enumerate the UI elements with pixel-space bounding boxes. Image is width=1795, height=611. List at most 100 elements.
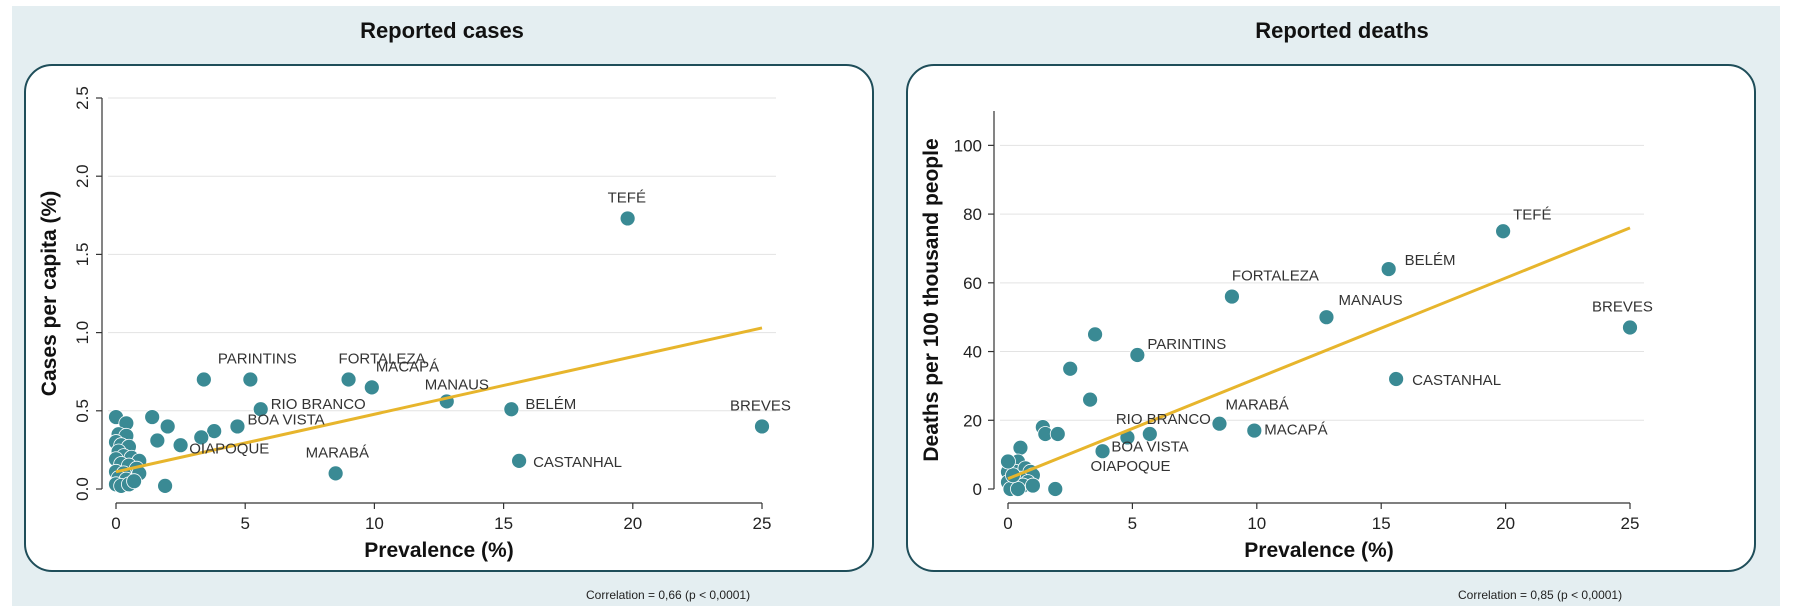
deaths-scatter-plot: 0 20 40 60 80 100 0 5 10 15 20 25 Prevalence (%) Deat…: [920, 111, 1653, 562]
data-point: [619, 210, 636, 227]
y-tick-label: 2.0: [73, 164, 92, 188]
data-point: [159, 418, 176, 435]
data-point: [144, 409, 161, 425]
data-point: [1000, 453, 1016, 470]
x-tick-label: 15: [494, 514, 513, 533]
data-point: [242, 371, 259, 388]
y-tick-label: 0.5: [73, 399, 92, 423]
data-point: [1049, 426, 1066, 442]
data-point: [149, 432, 166, 449]
point-label: TEFÉ: [608, 189, 646, 206]
chart-title-deaths: Reported deaths: [1255, 18, 1429, 43]
data-point: [1087, 326, 1103, 343]
point-label: MANAUS: [1338, 292, 1402, 309]
data-point: [1380, 261, 1397, 277]
data-point: [1047, 481, 1064, 497]
point-label: OIAPOQUE: [189, 440, 269, 457]
y-tick-label: 1.5: [73, 243, 92, 267]
point-label: MACAPÁ: [376, 358, 439, 375]
x-tick-label: 25: [753, 514, 772, 533]
point-label: MACAPÁ: [1264, 422, 1327, 439]
data-point: [126, 473, 142, 490]
y-tick-label: 80: [963, 205, 982, 224]
chart-panel-cases: 0.0 0.5 1.0 1.5 2.0 2.5 0 5 10 15 20 25 Prevalence (…: [24, 64, 874, 572]
x-tick-label: 20: [623, 514, 642, 533]
data-point: [1495, 223, 1512, 240]
data-point: [1211, 415, 1228, 432]
x-tick-label: 10: [365, 514, 384, 533]
data-point: [1129, 347, 1146, 363]
x-tick-label: 15: [1372, 514, 1391, 533]
y-axis-title: Cases per capita (%): [38, 191, 61, 396]
data-point: [340, 371, 357, 388]
data-point: [1224, 288, 1240, 305]
y-tick-label: 100: [954, 136, 982, 155]
data-point: [252, 401, 269, 418]
data-point: [327, 465, 344, 482]
data-point: [1082, 391, 1099, 408]
data-point: [206, 423, 223, 440]
data-point: [1141, 426, 1158, 442]
point-label: TEFÉ: [1513, 206, 1551, 223]
y-tick-label: 20: [963, 411, 982, 430]
y-tick-label: 0: [973, 480, 982, 499]
correlation-note-cases: Correlation = 0,66 (p < 0,0001): [586, 588, 751, 602]
data-point: [1318, 309, 1335, 326]
x-tick-label: 5: [240, 514, 249, 533]
data-point: [754, 418, 770, 435]
x-tick-label: 25: [1621, 514, 1640, 533]
x-tick-label: 0: [111, 514, 120, 533]
y-tick-label: 40: [963, 343, 982, 362]
point-label: CASTANHAL: [533, 454, 622, 471]
data-point: [1062, 360, 1079, 377]
data-point: [1094, 443, 1111, 460]
point-label: BREVES: [730, 397, 791, 414]
chart-title-cases: Reported cases: [360, 18, 524, 43]
point-label: BREVES: [1592, 298, 1653, 315]
x-axis-title: Prevalence (%): [364, 539, 513, 562]
point-label: CASTANHAL: [1412, 372, 1501, 389]
cases-scatter-plot: 0.0 0.5 1.0 1.5 2.0 2.5 0 5 10 15 20 25 Prevalence (…: [38, 86, 791, 562]
point-label: OIAPOQUE: [1091, 458, 1171, 475]
data-point: [229, 418, 246, 435]
data-point: [363, 379, 380, 396]
point-label: BOA VISTA: [247, 411, 324, 428]
data-point: [511, 452, 528, 469]
y-tick-label: 60: [963, 274, 982, 293]
point-label: MARABÁ: [1225, 397, 1288, 414]
point-label: FORTALEZA: [1232, 268, 1319, 285]
x-axis-title: Prevalence (%): [1244, 539, 1393, 562]
data-point: [1010, 481, 1026, 497]
point-label: RIO BRANCO: [1116, 411, 1211, 428]
point-label: MANAUS: [425, 376, 489, 393]
data-point: [1622, 319, 1638, 336]
data-point: [1388, 371, 1405, 387]
y-axis-title: Deaths per 100 thousand people: [920, 138, 943, 461]
point-label: FORTALEZA: [339, 351, 426, 368]
data-point: [157, 477, 173, 494]
data-point: [1012, 439, 1029, 456]
y-tick-label: 2.5: [73, 86, 92, 110]
point-label: BOA VISTA: [1111, 438, 1188, 455]
data-point: [503, 401, 520, 418]
data-point: [193, 429, 210, 446]
data-point: [172, 437, 189, 454]
data-point: [1246, 422, 1263, 439]
point-label: BELÉM: [525, 396, 576, 413]
data-point: [1024, 477, 1041, 494]
x-tick-label: 0: [1003, 514, 1012, 533]
fit-line: [1007, 226, 1631, 481]
y-tick-label: 0.0: [73, 477, 92, 501]
x-tick-label: 20: [1496, 514, 1515, 533]
x-tick-label: 5: [1128, 514, 1137, 533]
x-tick-label: 10: [1247, 514, 1266, 533]
y-tick-label: 1.0: [73, 321, 92, 345]
data-point: [195, 371, 212, 388]
point-label: PARINTINS: [1147, 336, 1226, 353]
point-label: RIO BRANCO: [271, 396, 366, 413]
figure-background: Reported cases Reported deaths 0.0 0.5 1.0…: [12, 6, 1780, 606]
chart-panel-deaths: 0 20 40 60 80 100 0 5 10 15 20 25 Prevalence (%) Deat…: [906, 64, 1756, 572]
point-label: MARABÁ: [306, 444, 369, 461]
correlation-note-deaths: Correlation = 0,85 (p < 0,0001): [1458, 588, 1623, 602]
point-label: PARINTINS: [218, 351, 297, 368]
